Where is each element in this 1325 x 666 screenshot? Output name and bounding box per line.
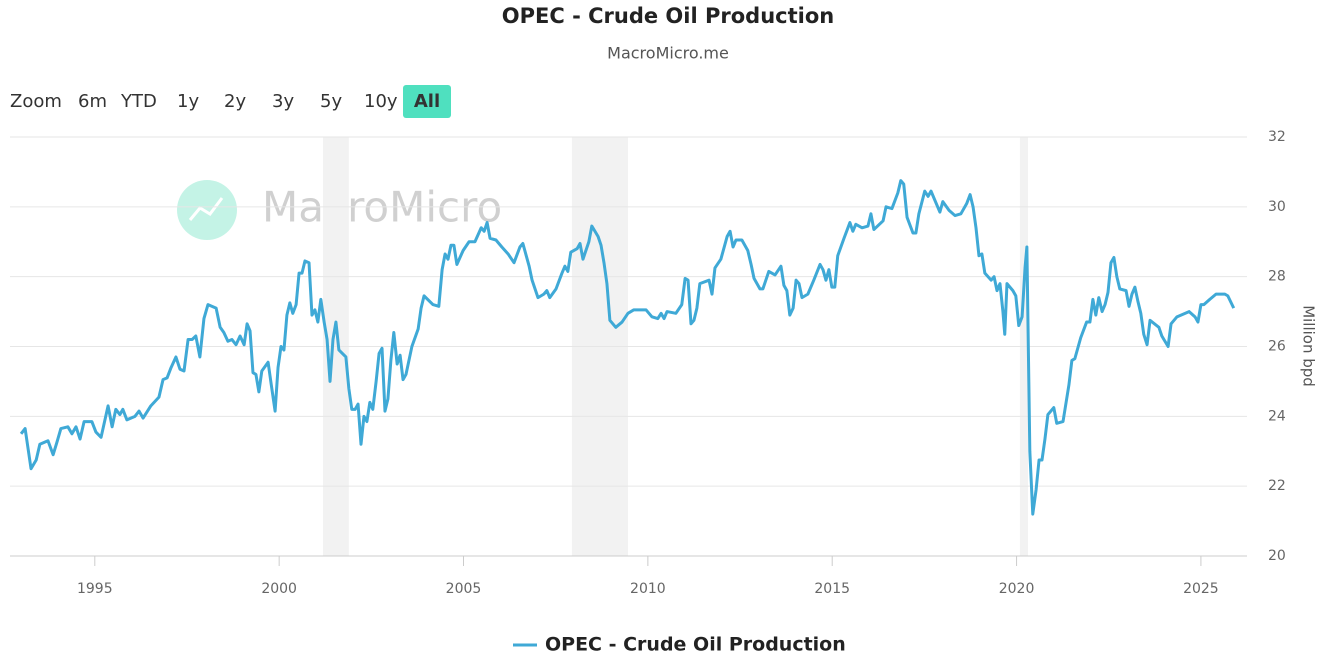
range-button-bg[interactable] [403,85,451,118]
y-tick-label: 26 [1268,339,1286,355]
range-button[interactable]: 6m [78,91,107,112]
range-button[interactable]: YTD [120,91,157,112]
x-tick-label: 1995 [77,581,113,597]
watermark-logo [177,180,237,240]
legend-label[interactable]: OPEC - Crude Oil Production [545,634,846,656]
y-tick-label: 22 [1268,478,1286,494]
x-tick-label: 2020 [999,581,1035,597]
range-button-label[interactable]: YTD [120,91,157,112]
range-button-label[interactable]: 3y [272,91,294,112]
x-tick-label: 2005 [446,581,482,597]
x-tick-label: 2015 [814,581,850,597]
range-button-label[interactable]: 2y [224,91,246,112]
range-button-label[interactable]: All [414,91,440,112]
y-tick-label: 20 [1268,548,1286,564]
x-tick-label: 2025 [1183,581,1219,597]
x-tick-label: 2010 [630,581,666,597]
range-button[interactable]: 5y [320,91,342,112]
chart-subtitle: MacroMicro.me [607,44,729,63]
range-button-label[interactable]: 10y [364,91,398,112]
x-tick-label: 2000 [261,581,297,597]
range-button[interactable]: 1y [177,91,199,112]
range-button[interactable]: 3y [272,91,294,112]
range-button-label[interactable]: 5y [320,91,342,112]
data-line [19,179,1236,516]
range-button-label[interactable]: 1y [177,91,199,112]
range-button[interactable]: All [403,85,451,118]
range-button[interactable]: 2y [224,91,246,112]
zoom-label: Zoom [10,91,62,112]
y-tick-label: 32 [1268,129,1286,145]
y-tick-label: 28 [1268,269,1286,285]
y-tick-label: 30 [1268,199,1286,215]
y-tick-label: 24 [1268,408,1286,424]
legend-item[interactable]: OPEC - Crude Oil Production [513,634,846,656]
range-button-label[interactable]: 6m [78,91,107,112]
range-button[interactable]: 10y [364,91,398,112]
y-axis-label: Million bpd [1300,305,1318,387]
watermark-logo-icon [188,197,224,221]
chart-title: OPEC - Crude Oil Production [502,4,834,28]
